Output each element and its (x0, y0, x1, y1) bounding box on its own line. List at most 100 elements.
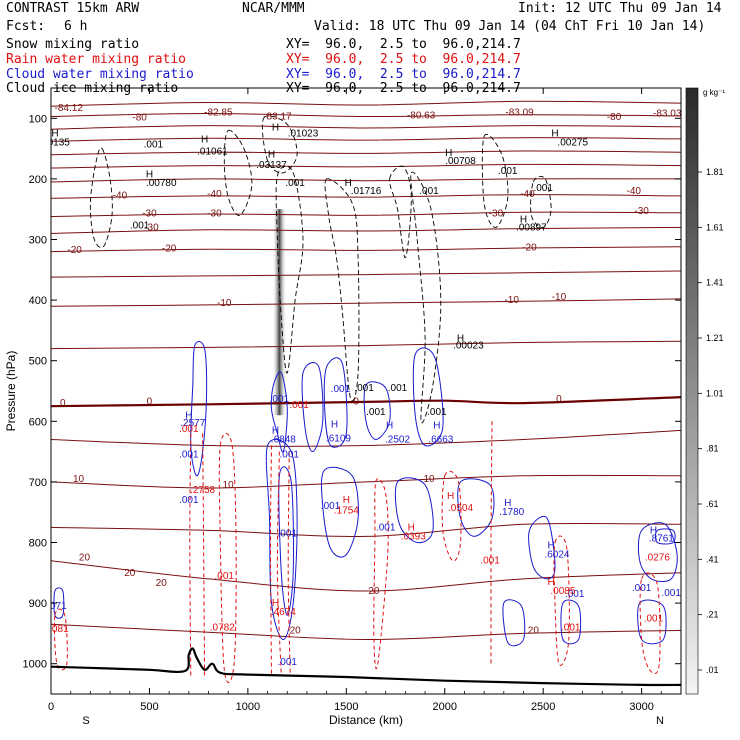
colorbar: 1.81 1.61 1.41 1.21 1.01 .81 .61 .41 .21 .01 (685, 87, 724, 695)
cloud-water-label-18: .1780 (499, 507, 524, 518)
cloud-water-label-16: .001 (376, 522, 396, 533)
snow-contour-5 (389, 165, 412, 259)
cloud-water-label-7: .6848 (271, 435, 296, 446)
cloud-water-label-5: .001 (179, 495, 199, 506)
snow-label-16: .00708 (445, 156, 476, 167)
colorbar-tick-label-9: .01 (706, 665, 719, 675)
rain-label-7: H (447, 491, 454, 502)
rain-line-4 (287, 451, 291, 676)
snow-label-13: .01716 (351, 186, 382, 197)
rain-label-9: .001 (480, 556, 500, 567)
cloud-water-label-2: H (185, 410, 192, 421)
temperature-label-1: -80 (132, 113, 147, 124)
rain-line-0 (189, 433, 192, 676)
snow-label-25: .00023 (453, 341, 484, 352)
cloud-water-contour-5 (323, 357, 348, 448)
snow-contour-1 (223, 129, 253, 216)
org-title: NCAR/MMM (242, 1, 305, 16)
temperature-contour-13 (51, 340, 681, 350)
temperature-contour-2 (51, 125, 681, 130)
temperature-label-15: -30 (634, 206, 649, 217)
temperature-label-0: -84.12 (55, 103, 84, 114)
cloud-water-label-15: .001 (321, 501, 341, 512)
cloud-water-contour-14 (637, 522, 678, 583)
snow-label-22: .00897 (516, 222, 547, 233)
temperature-label-6: -80 (607, 112, 622, 123)
cloud-water-label-22: .001 (632, 583, 652, 594)
x-tick-label-0: 0 (48, 701, 54, 713)
cloud-water-contour-1 (270, 371, 288, 453)
temperature-label-18: -20 (162, 244, 177, 255)
snow-label-21: H (520, 215, 527, 226)
snow-label-27: .001 (388, 383, 408, 394)
field-rain-xy: XY= 96.0, 2.5 to 96.0,214.7 (286, 52, 521, 67)
temperature-label-27: 10 (73, 474, 85, 485)
temperature-label-30: 20 (79, 553, 91, 564)
temperature-label-33: 20 (528, 625, 540, 636)
temperature-contour-0 (51, 100, 681, 107)
x-tick-label-3: 1500 (334, 701, 358, 713)
temperature-contour-14 (51, 396, 681, 408)
snow-contour-3 (275, 165, 304, 374)
init-time: Init: 12 UTC Thu 09 Jan 14 (518, 1, 722, 16)
contour-labels: -84.12 -80 -82.85 -83.17 -80.63 -83.09 -80 -83.… (42, 103, 681, 668)
temperature-label-11: -40 (627, 186, 642, 197)
field-rain-name: Rain water mixing ratio (6, 52, 187, 67)
cloud-water-label-17: H (504, 498, 511, 509)
temperature-label-14: -30 (489, 208, 504, 219)
rain-label-15: H (272, 598, 279, 609)
temperature-label-17: -20 (67, 245, 82, 256)
temperature-label-34: 20 (156, 578, 168, 589)
snow-label-23: .001 (130, 221, 150, 232)
temperature-contour-16 (51, 474, 681, 489)
rain-label-14: .0782 (210, 622, 235, 633)
y-tick-label-4: 500 (29, 356, 47, 368)
y-tick-label-3: 400 (29, 295, 47, 307)
x-tick-label-4: 2000 (433, 701, 457, 713)
colorbar-tick-label-6: .61 (706, 499, 719, 509)
snow-label-2: .001 (144, 139, 164, 150)
snow-label-4: .01061 (197, 147, 228, 158)
cloud-water-contour-3 (278, 466, 294, 616)
y-tick-label-9: 1000 (23, 659, 47, 671)
cloud-water-label-3: .2577 (180, 418, 205, 429)
cloud-water-contour-6 (363, 381, 391, 441)
rain-label-16: .4674 (271, 607, 296, 618)
cloud-water-contour-13 (560, 599, 582, 645)
x-tick-label-2: 1000 (236, 701, 260, 713)
snow-label-10: .00780 (146, 178, 177, 189)
rain-label-0: .001 (289, 400, 309, 411)
temperature-label-8: -40 (113, 190, 128, 201)
y-tick-label-8: 900 (29, 598, 47, 610)
snow-label-8: .03137 (256, 160, 287, 171)
y-tick-label-7: 800 (29, 538, 47, 550)
temperature-label-31: 20 (124, 568, 136, 579)
snow-label-1: 00135 (42, 138, 70, 149)
cloud-water-contour-0 (190, 341, 208, 477)
cloud-water-contour-17 (654, 528, 676, 545)
temperature-contour-15 (51, 429, 681, 447)
cloud-water-contour-9 (394, 477, 434, 544)
snow-contour-0 (89, 147, 113, 248)
snow-label-14: .001 (419, 186, 439, 197)
rain-label-8: .0504 (448, 503, 473, 514)
temperature-contour-17 (51, 522, 681, 538)
snow-label-12: H (345, 178, 352, 189)
temperature-contour-18 (51, 560, 681, 592)
cloud-water-label-11: .2502 (385, 435, 410, 446)
colorbar-gradient (685, 87, 699, 695)
snow-label-26: .001 (354, 383, 374, 394)
y-tick-label-0: 100 (29, 113, 47, 125)
temperature-label-23: 0 (60, 398, 66, 409)
temperature-contour-4 (51, 150, 681, 156)
rain-line-3 (276, 451, 282, 676)
temperature-label-20: -10 (217, 298, 232, 309)
rain-label-6: .0393 (401, 531, 426, 542)
snow-label-19: .001 (498, 166, 518, 177)
snow-label-0: H (51, 128, 58, 139)
y-axis-title: Pressure (hPa) (4, 351, 18, 432)
forecast-label: Fcst: (6, 19, 46, 34)
rain-label-5: H (408, 522, 415, 533)
cloud-water-label-13: .6663 (428, 435, 453, 446)
rain-contour-0 (218, 432, 237, 683)
